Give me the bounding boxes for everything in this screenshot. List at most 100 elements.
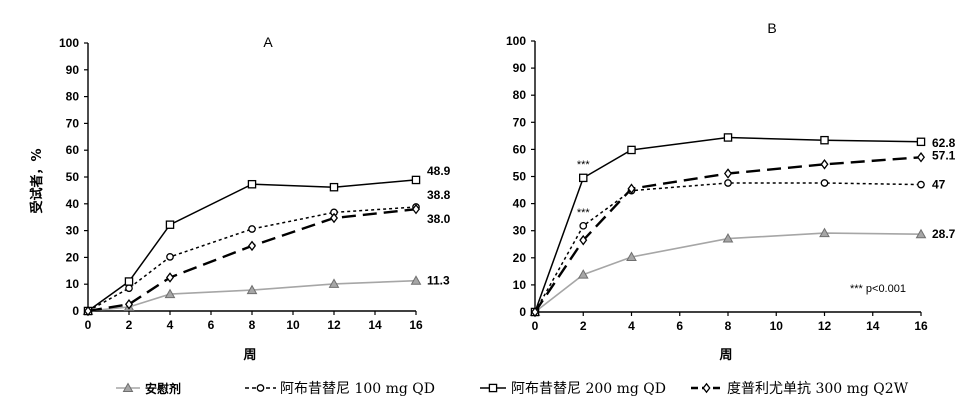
data-point	[411, 175, 421, 185]
end-value-label: 38.0	[427, 212, 451, 226]
x-tick-label: 12	[327, 318, 341, 332]
legend-label: 安慰剂	[145, 381, 181, 396]
data-point	[246, 284, 258, 295]
x-axis-label: 周	[243, 348, 256, 363]
data-point	[917, 180, 925, 189]
data-point	[83, 305, 93, 317]
x-tick-label: 6	[676, 319, 683, 333]
x-tick-label: 8	[249, 318, 256, 332]
legend: 安慰剂 阿布昔替尼 100 mg QD 阿布昔替尼 200 mg QD 度普利尤单抗 …	[116, 381, 909, 397]
legend-marker-icon	[122, 382, 134, 392]
data-point	[820, 159, 829, 170]
data-point	[916, 151, 926, 163]
data-point	[411, 203, 421, 215]
series-line	[87, 208, 417, 313]
x-tick-label: 10	[770, 319, 784, 333]
data-point	[579, 234, 588, 246]
y-tick-label: 40	[66, 197, 80, 211]
data-point	[248, 225, 256, 233]
series-line	[534, 156, 922, 313]
y-tick-label: 70	[66, 116, 80, 130]
y-tick-label: 10	[66, 277, 80, 291]
data-point	[165, 272, 175, 283]
x-tick-label: 16	[409, 318, 423, 332]
x-tick-label: 2	[126, 318, 133, 332]
series-3: 38.0	[83, 203, 451, 317]
series-0: 11.3	[82, 274, 450, 315]
data-point	[722, 233, 734, 243]
data-point	[820, 179, 829, 187]
series-line	[87, 206, 417, 312]
legend-item: 度普利尤单抗 300 mg Q2W	[691, 381, 909, 397]
end-value-label: 11.3	[427, 274, 450, 288]
legend-marker-icon	[702, 382, 711, 394]
panel-a: 0 10 20 30 40 50 60 70 80 90 100 0 2 4 6 8 10 12 14 16 A 周 受试者…	[29, 34, 451, 363]
y-tick-label: 60	[66, 143, 80, 157]
data-point	[125, 284, 133, 293]
data-point	[410, 275, 422, 285]
series-line	[534, 182, 922, 313]
y-tick-label: 70	[513, 115, 527, 129]
legend-marker-icon	[256, 384, 265, 392]
y-tick-label: 0	[72, 304, 79, 318]
data-point	[328, 278, 340, 288]
panel-title: B	[767, 20, 776, 36]
series-line	[87, 279, 417, 312]
data-point	[530, 306, 540, 318]
y-tick-label: 90	[66, 63, 80, 77]
y-tick-label: 60	[513, 142, 527, 156]
y-tick-label: 100	[59, 36, 79, 50]
panel-b: 0 10 20 30 40 50 60 70 80 90 100 0 2 4 6 8 10 12 14 16 B 周 28.…	[506, 20, 956, 363]
x-axis-label: 周	[719, 348, 732, 363]
y-tick-label: 90	[513, 61, 527, 75]
end-value-label: 62.8	[932, 136, 956, 150]
data-point	[124, 277, 134, 286]
legend-label: 阿布昔替尼 200 mg QD	[511, 381, 666, 397]
x-tick-label: 4	[628, 319, 635, 333]
y-tick-label: 20	[66, 250, 80, 264]
legend-label: 度普利尤单抗 300 mg Q2W	[727, 381, 909, 397]
y-tick-label: 80	[513, 88, 527, 102]
data-point	[627, 183, 636, 194]
y-tick-label: 100	[506, 34, 526, 48]
data-point	[579, 221, 588, 230]
x-tick-label: 8	[725, 319, 732, 333]
x-tick-label: 12	[818, 319, 832, 333]
data-point	[820, 135, 829, 145]
data-point	[124, 299, 134, 310]
legend-label: 阿布昔替尼 100 mg QD	[280, 381, 435, 397]
data-point	[577, 269, 589, 279]
y-tick-label: 30	[513, 224, 527, 238]
significance-marker: ***	[577, 207, 591, 219]
x-tick-label: 0	[85, 318, 92, 332]
series-line	[534, 232, 922, 313]
data-point	[819, 227, 830, 238]
legend-item: 阿布昔替尼 100 mg QD	[245, 381, 435, 397]
data-point	[164, 288, 176, 299]
data-point	[627, 145, 636, 155]
end-value-label: 38.8	[427, 188, 451, 202]
x-tick-label: 14	[368, 318, 382, 332]
data-point	[916, 137, 926, 147]
data-point	[915, 228, 927, 239]
series-line	[534, 136, 922, 313]
y-tick-label: 10	[513, 278, 527, 292]
data-point	[723, 168, 733, 179]
end-value-label: 48.9	[427, 164, 451, 178]
data-point	[724, 179, 732, 187]
legend-item: 安慰剂	[116, 381, 181, 396]
data-point	[247, 179, 257, 189]
significance-note: *** p<0.001	[850, 283, 906, 295]
series-2: 48.9	[83, 164, 451, 316]
x-tick-label: 0	[532, 319, 539, 333]
panel-title: A	[263, 34, 273, 50]
y-tick-label: 0	[519, 305, 526, 319]
end-value-label: 47	[932, 178, 946, 192]
series-0: 28.7	[529, 227, 956, 316]
x-tick-label: 6	[208, 318, 215, 332]
data-point	[329, 182, 339, 192]
end-value-label: 57.1	[932, 148, 956, 162]
data-point	[165, 220, 175, 229]
data-point	[579, 173, 588, 183]
